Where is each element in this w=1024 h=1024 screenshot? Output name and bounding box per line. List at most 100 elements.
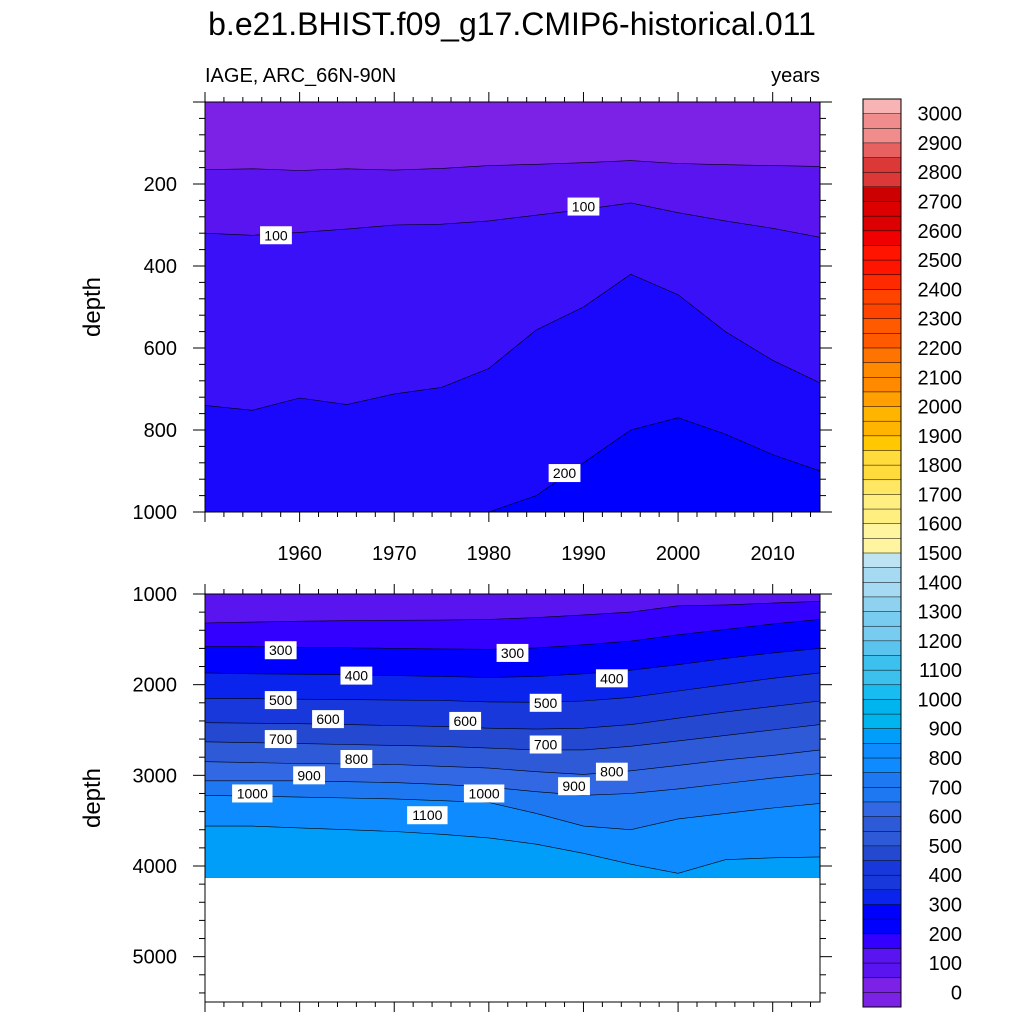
- colorbar-swatch: [863, 596, 901, 613]
- colorbar-swatch: [863, 274, 901, 290]
- contour-label: 300: [496, 643, 529, 662]
- top-contour-panel: 100 100 200 1960 1970 1980 1990 2000 2010 200 400 6…: [79, 92, 832, 565]
- colorbar-swatch: [863, 567, 901, 583]
- svg-text:700: 700: [534, 737, 558, 753]
- colorbar-swatch: [863, 948, 901, 964]
- x-tick-label: 2010: [750, 543, 795, 565]
- contour-label: 800: [340, 750, 373, 769]
- colorbar-swatch: [863, 479, 901, 495]
- svg-text:1000: 1000: [469, 785, 500, 801]
- colorbar-swatch: [863, 933, 901, 949]
- contour-line: [205, 795, 820, 831]
- colorbar-label: 400: [929, 865, 962, 887]
- colorbar-swatch: [863, 889, 901, 905]
- colorbar-swatch: [863, 655, 901, 671]
- contour-line: [205, 749, 820, 775]
- contour-line: [205, 825, 820, 874]
- colorbar-swatch: [863, 509, 901, 525]
- contour-line: [205, 417, 820, 512]
- colorbar-label: 1500: [918, 543, 963, 565]
- x-tick-label: 1970: [372, 543, 417, 565]
- contour-band-fill: [205, 417, 820, 512]
- colorbar-label: 900: [929, 719, 962, 741]
- colorbar-swatch: [863, 743, 901, 759]
- y-tick-label: 200: [144, 174, 177, 196]
- x-tick-label: 1980: [467, 543, 512, 565]
- contour-label: 200: [548, 464, 581, 483]
- colorbar-label: 700: [929, 777, 962, 799]
- contour-label: 500: [529, 693, 562, 712]
- colorbar-label: 2900: [918, 133, 963, 155]
- contour-label: 700: [529, 735, 562, 754]
- colorbar-label: 100: [929, 953, 962, 975]
- colorbar-label: 2200: [918, 338, 963, 360]
- colorbar-swatch: [863, 831, 901, 847]
- colorbar-label: 800: [929, 748, 962, 770]
- contour-line: [205, 724, 820, 751]
- y-tick-label: 1000: [133, 584, 178, 606]
- svg-text:800: 800: [600, 764, 624, 780]
- svg-text:100: 100: [264, 227, 288, 243]
- colorbar-label: 2400: [918, 279, 963, 301]
- contour-line: [205, 160, 820, 171]
- colorbar-label: 1800: [918, 455, 963, 477]
- colorbar-swatch: [863, 216, 901, 232]
- colorbar-label: 200: [929, 924, 962, 946]
- colorbar-swatch: [863, 318, 901, 334]
- contour-line: [205, 648, 820, 678]
- contour-label: 400: [340, 666, 373, 685]
- colorbar-label: 1300: [918, 602, 963, 624]
- contour-label: 900: [293, 766, 325, 785]
- colorbar-swatch: [863, 626, 901, 642]
- colorbar-label: 2800: [918, 162, 963, 184]
- colorbar-swatch: [863, 714, 901, 730]
- colorbar-label: 1100: [919, 660, 962, 682]
- svg-text:100: 100: [572, 199, 596, 215]
- units-label: years: [771, 65, 820, 87]
- colorbar-swatch: [863, 772, 901, 788]
- svg-text:600: 600: [316, 711, 340, 727]
- colorbar-swatch: [863, 992, 901, 1008]
- svg-text:400: 400: [600, 670, 624, 686]
- colorbar-swatch: [863, 377, 901, 393]
- colorbar-swatch: [863, 684, 901, 700]
- colorbar: 0 100 200 300 400 500 600 700 800 900 1000 1100 1200…: [862, 98, 963, 1008]
- svg-text:400: 400: [345, 668, 369, 684]
- colorbar-label: 2300: [918, 309, 963, 331]
- y-tick-label: 1000: [133, 502, 178, 524]
- variable-label: IAGE, ARC_66N-90N: [205, 65, 396, 87]
- colorbar-swatch: [863, 919, 901, 935]
- plot-frame: [204, 593, 821, 1003]
- contour-line: [205, 273, 820, 411]
- y-axis-label: depth: [79, 768, 106, 828]
- colorbar-label: 300: [929, 894, 962, 916]
- svg-text:900: 900: [297, 767, 321, 783]
- colorbar-swatch: [863, 435, 901, 451]
- colorbar-swatch: [863, 758, 901, 774]
- colorbar-swatch: [863, 640, 901, 657]
- colorbar-swatch: [863, 113, 901, 129]
- colorbar-label: 3000: [918, 104, 963, 126]
- y-tick-label: 600: [144, 338, 177, 360]
- colorbar-swatch: [863, 391, 901, 408]
- contour-line: [205, 672, 820, 703]
- svg-text:1000: 1000: [237, 785, 268, 801]
- colorbar-swatch: [863, 904, 901, 920]
- colorbar-swatch: [863, 523, 901, 539]
- colorbar-label: 0: [951, 982, 962, 1004]
- colorbar-swatch: [863, 260, 901, 276]
- contour-label: 1100: [407, 806, 448, 825]
- y-tick-label: 5000: [133, 947, 178, 969]
- x-tick-label: 2000: [656, 543, 701, 565]
- colorbar-label: 1900: [918, 426, 963, 448]
- colorbar-swatch: [863, 230, 901, 246]
- colorbar-swatch: [863, 699, 901, 715]
- colorbar-swatch: [863, 186, 901, 203]
- svg-text:800: 800: [345, 751, 369, 767]
- svg-text:500: 500: [534, 695, 558, 711]
- colorbar-swatch: [863, 860, 901, 876]
- colorbar-swatch: [863, 875, 901, 891]
- x-tick-label: 1960: [277, 543, 322, 565]
- colorbar-swatch: [863, 421, 901, 437]
